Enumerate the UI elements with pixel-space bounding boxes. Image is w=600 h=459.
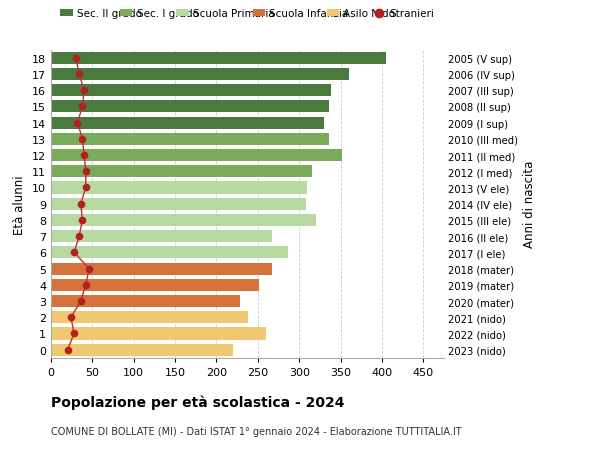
- Bar: [51, 182, 307, 194]
- Bar: [51, 312, 248, 324]
- Bar: [51, 52, 386, 65]
- Bar: [51, 69, 349, 81]
- Bar: [51, 166, 311, 178]
- Bar: [51, 328, 266, 340]
- Bar: [51, 134, 329, 146]
- Y-axis label: Anni di nascita: Anni di nascita: [523, 161, 536, 248]
- Bar: [51, 295, 239, 308]
- Legend: Sec. II grado, Sec. I grado, Scuola Primaria, Scuola Infanzia, Asilo Nido, Stran: Sec. II grado, Sec. I grado, Scuola Prim…: [56, 5, 439, 23]
- Bar: [51, 150, 342, 162]
- Bar: [51, 263, 272, 275]
- Text: COMUNE DI BOLLATE (MI) - Dati ISTAT 1° gennaio 2024 - Elaborazione TUTTITALIA.IT: COMUNE DI BOLLATE (MI) - Dati ISTAT 1° g…: [51, 426, 461, 436]
- Bar: [51, 85, 331, 97]
- Bar: [51, 198, 306, 210]
- Bar: [51, 247, 289, 259]
- Bar: [51, 214, 316, 226]
- Bar: [51, 117, 324, 129]
- Bar: [51, 230, 272, 243]
- Y-axis label: Età alunni: Età alunni: [13, 174, 26, 234]
- Bar: [51, 101, 329, 113]
- Bar: [51, 279, 259, 291]
- Bar: [51, 344, 233, 356]
- Text: Popolazione per età scolastica - 2024: Popolazione per età scolastica - 2024: [51, 395, 344, 409]
